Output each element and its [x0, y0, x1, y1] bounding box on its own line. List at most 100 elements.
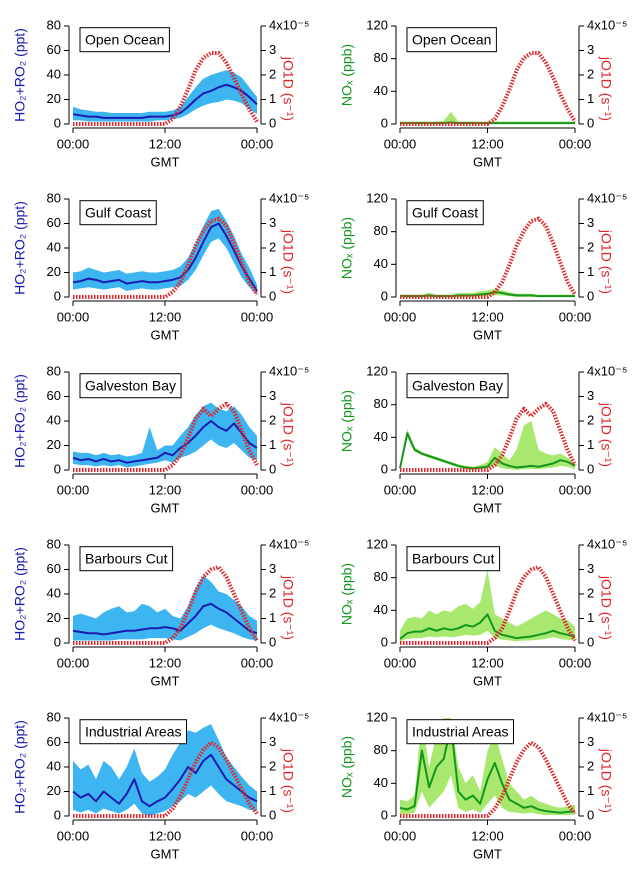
panel: 00:00 12:00 00:00 0 40 80 120 0 1 2 3 4x10⁻⁵ GMT NOₓ … [339, 536, 628, 688]
x-tick-label: 00:00 [241, 655, 274, 670]
y2-tick-label: 0 [269, 634, 276, 649]
title-box [79, 719, 187, 745]
y-tick-label: 20 [47, 264, 61, 279]
panel: 00:00 12:00 00:00 0 20 40 60 80 0 1 2 3 4x10⁻⁵ GMT HO₂… [12, 536, 310, 688]
x-tick-label: 00:00 [241, 309, 274, 324]
y2-tick-label: 3 [269, 215, 276, 230]
y2-tick-label: 2 [269, 412, 276, 427]
photolysis-line [73, 740, 259, 818]
y-tick-label: 0 [54, 288, 61, 303]
y2-tick-label: 4x10⁻⁵ [587, 709, 627, 724]
x-tick-label: 00:00 [241, 482, 274, 497]
y-tick-label: 0 [54, 807, 61, 822]
x-tick-label: 00:00 [384, 136, 417, 151]
y-tick-label: 40 [374, 602, 388, 617]
photolysis-line [400, 740, 577, 818]
range-band [400, 421, 575, 470]
panel: 00:00 12:00 00:00 0 20 40 60 80 0 1 2 3 4x10⁻⁵ GMT HO₂… [12, 190, 310, 342]
y-axis-label: NOₓ (ppb) [339, 563, 355, 625]
y-axis-label: NOₓ (ppb) [339, 736, 355, 798]
y-tick-label: 120 [366, 190, 388, 205]
photolysis-line [400, 216, 577, 299]
mean-line [399, 432, 576, 470]
title-box [406, 27, 497, 53]
y2-tick-label: 4x10⁻⁵ [587, 536, 627, 551]
panel-title: Barbours Cut [85, 551, 168, 567]
x-tick-label: 12:00 [471, 309, 504, 324]
x-tick-label: 12:00 [149, 655, 182, 670]
x-tick-label: 12:00 [149, 482, 182, 497]
x-tick-label: 00:00 [384, 482, 417, 497]
y2-tick-label: 4x10⁻⁵ [587, 190, 627, 205]
y-axis-label: NOₓ (ppb) [339, 390, 355, 452]
range-band [400, 111, 575, 124]
photolysis-line [73, 50, 259, 126]
range-band [73, 575, 257, 641]
x-tick-label: 00:00 [559, 655, 592, 670]
y2-tick-label: 1 [587, 610, 594, 625]
x-axis-label: GMT [473, 154, 502, 169]
x-axis-label: GMT [473, 500, 502, 515]
y-tick-label: 40 [374, 83, 388, 98]
y-tick-label: 60 [47, 388, 61, 403]
range-band [73, 208, 257, 295]
x-axis-label: GMT [151, 846, 180, 861]
y-tick-label: 0 [381, 807, 388, 822]
y2-axis-label: jO1D (s⁻¹) [280, 56, 296, 121]
photolysis-line [400, 565, 577, 645]
x-tick-label: 00:00 [384, 828, 417, 843]
y-tick-label: 60 [47, 734, 61, 749]
y-tick-label: 0 [381, 461, 388, 476]
y2-tick-label: 1 [269, 610, 276, 625]
y2-tick-label: 0 [587, 807, 594, 822]
y-tick-label: 60 [47, 215, 61, 230]
x-axis-label: GMT [473, 846, 502, 861]
y-tick-label: 80 [374, 396, 388, 411]
y2-tick-label: 1 [587, 264, 594, 279]
y2-tick-label: 0 [269, 461, 276, 476]
y2-tick-label: 2 [269, 585, 276, 600]
y-axis-label: NOₓ (ppb) [339, 217, 355, 279]
y-tick-label: 0 [381, 115, 388, 130]
photolysis-line [73, 565, 259, 645]
y-tick-label: 60 [47, 42, 61, 57]
y-tick-label: 80 [47, 363, 61, 378]
x-axis-label: GMT [151, 500, 180, 515]
y-tick-label: 20 [47, 610, 61, 625]
panel-title: Gulf Coast [85, 205, 151, 221]
y2-tick-label: 3 [269, 388, 276, 403]
x-tick-label: 00:00 [384, 309, 417, 324]
y2-tick-label: 1 [587, 437, 594, 452]
x-tick-label: 12:00 [471, 136, 504, 151]
y-tick-label: 120 [366, 17, 388, 32]
title-box [79, 27, 170, 53]
y-tick-label: 120 [366, 709, 388, 724]
x-axis-label: GMT [473, 673, 502, 688]
mean-line [400, 291, 575, 298]
y2-tick-label: 2 [269, 758, 276, 773]
title-box [79, 200, 157, 226]
y-tick-label: 20 [47, 91, 61, 106]
y2-tick-label: 0 [269, 807, 276, 822]
y2-tick-label: 1 [269, 437, 276, 452]
y2-tick-label: 0 [587, 634, 594, 649]
y-tick-label: 80 [374, 569, 388, 584]
y2-tick-label: 0 [587, 288, 594, 303]
x-tick-label: 00:00 [57, 136, 90, 151]
y-axis-label: NOₓ (ppb) [339, 44, 355, 106]
panel-title: Open Ocean [85, 32, 164, 48]
y-tick-label: 80 [47, 190, 61, 205]
y2-tick-label: 4x10⁻⁵ [269, 363, 309, 378]
y-axis-label: HO₂+RO₂ (ppt) [12, 28, 28, 122]
y-axis-label: HO₂+RO₂ (ppt) [12, 201, 28, 295]
y2-tick-label: 4x10⁻⁵ [269, 190, 309, 205]
mean-line [72, 420, 258, 464]
y2-axis-label: jO1D (s⁻¹) [280, 748, 296, 813]
y2-tick-label: 2 [269, 66, 276, 81]
x-tick-label: 00:00 [57, 828, 90, 843]
x-axis-label: GMT [151, 327, 180, 342]
mean-line [399, 725, 576, 814]
x-tick-label: 12:00 [149, 828, 182, 843]
y2-tick-label: 3 [587, 561, 594, 576]
